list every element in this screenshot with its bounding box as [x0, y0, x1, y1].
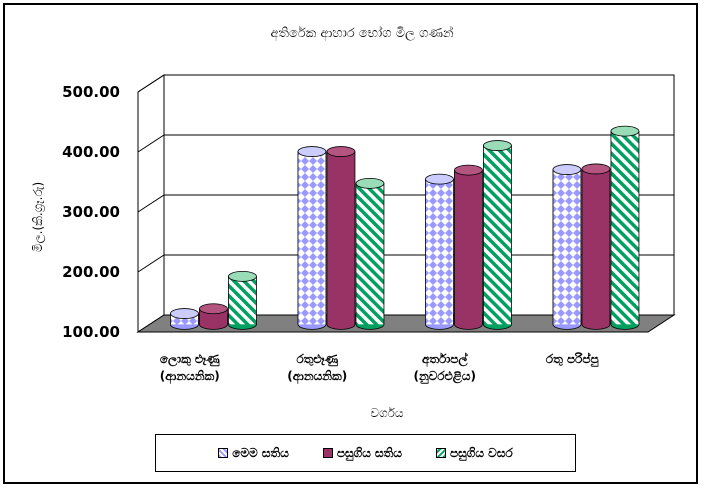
- bar-top: [199, 303, 228, 315]
- x-axis-title: වර්ගය: [370, 406, 403, 420]
- y-tick-label: 200.00: [62, 263, 120, 281]
- x-tick-label: (ආනයනික): [287, 369, 347, 384]
- y-tick-label: 400.00: [62, 143, 120, 161]
- bar: [610, 125, 640, 330]
- bar-body: [326, 151, 355, 325]
- bar-body: [454, 170, 483, 325]
- bar: [228, 270, 257, 330]
- bar: [581, 163, 611, 330]
- y-tick-label: 100.00: [62, 323, 120, 341]
- legend-label-last-week: පසුගිය සතිය: [336, 445, 403, 460]
- gridline: [137, 74, 674, 93]
- legend-swatch-this-week: [218, 448, 229, 458]
- bar: [170, 308, 199, 330]
- bar-top: [483, 140, 512, 151]
- bar-body: [552, 169, 581, 325]
- bar-top: [610, 125, 640, 137]
- legend: මෙම සතිය පසුගිය සතිය පසුගිය වසර: [155, 434, 576, 472]
- bar-top: [552, 164, 582, 175]
- y-axis-title: මිල.(කි.ග්‍රෑ.රු): [31, 182, 46, 252]
- y-tick-label: 300.00: [62, 203, 120, 221]
- bar-body: [228, 276, 257, 325]
- bar: [454, 164, 483, 330]
- bar-body: [581, 168, 610, 325]
- y-tick-label: 500.00: [62, 83, 120, 101]
- bar: [425, 173, 454, 330]
- bar-top: [228, 270, 257, 282]
- gridline: [137, 134, 674, 153]
- bar-body: [425, 179, 454, 325]
- x-tick-label: රතු පරිප්පු: [546, 351, 599, 368]
- bar-body: [483, 145, 512, 325]
- bar-body: [610, 131, 639, 325]
- bar: [483, 140, 512, 330]
- x-tick-label: රතුළූණු: [296, 352, 338, 367]
- bar-body: [355, 183, 384, 325]
- bar-body: [297, 151, 326, 325]
- bar: [297, 146, 327, 330]
- bar-top: [454, 164, 483, 176]
- bar: [326, 146, 356, 330]
- legend-swatch-last-year: [436, 448, 447, 458]
- x-tick-label: අර්තාපල්: [422, 352, 469, 368]
- legend-swatch-last-week: [322, 448, 333, 458]
- bar-top: [355, 177, 385, 189]
- bar-top: [425, 173, 454, 185]
- bar-top: [326, 146, 356, 157]
- bar-top: [297, 146, 327, 157]
- legend-label-this-week: මෙම සතිය: [232, 445, 289, 460]
- bar: [552, 164, 582, 330]
- x-tick-label: (නුවරඑළිය): [414, 369, 477, 385]
- x-tick-label: (ආනයනික): [160, 369, 220, 384]
- legend-item-last-week: පසුගිය සතිය: [322, 445, 403, 461]
- legend-item-this-week: මෙම සතිය: [218, 446, 289, 461]
- bar: [355, 177, 385, 330]
- bar: [199, 303, 228, 330]
- x-tick-label: ලොකු ළූණු: [160, 352, 220, 368]
- legend-label-last-year: පසුගිය වසර: [450, 445, 513, 460]
- chart-title: අතිරේක ආහාර භෝග මිල ගණන්: [270, 25, 454, 41]
- legend-item-last-year: පසුගිය වසර: [436, 446, 513, 461]
- bar-top: [581, 163, 611, 175]
- bar-top: [170, 308, 199, 319]
- chart-frame: 100.00 200.00 300.00 400.00 500.00 ලොකු ළූණු(…: [3, 3, 698, 484]
- chart-floor: [136, 314, 676, 333]
